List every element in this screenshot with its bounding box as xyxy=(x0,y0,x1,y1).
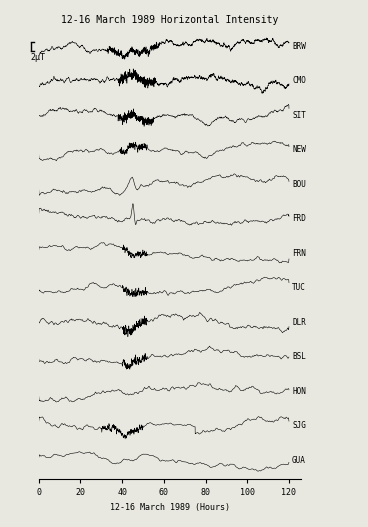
Text: 2μT: 2μT xyxy=(31,53,45,62)
X-axis label: 12-16 March 1989 (Hours): 12-16 March 1989 (Hours) xyxy=(110,503,230,512)
Text: BOU: BOU xyxy=(292,180,306,189)
Text: FRN: FRN xyxy=(292,249,306,258)
Text: TUC: TUC xyxy=(292,284,306,292)
Text: BRW: BRW xyxy=(292,42,306,51)
Text: SJG: SJG xyxy=(292,422,306,431)
Text: NEW: NEW xyxy=(292,145,306,154)
Title: 12-16 March 1989 Horizontal Intensity: 12-16 March 1989 Horizontal Intensity xyxy=(61,15,279,25)
Text: SIT: SIT xyxy=(292,111,306,120)
Text: DLR: DLR xyxy=(292,318,306,327)
Text: BSL: BSL xyxy=(292,353,306,362)
Text: FRD: FRD xyxy=(292,214,306,223)
Text: CMO: CMO xyxy=(292,76,306,85)
Text: GUA: GUA xyxy=(292,456,306,465)
Text: HON: HON xyxy=(292,387,306,396)
